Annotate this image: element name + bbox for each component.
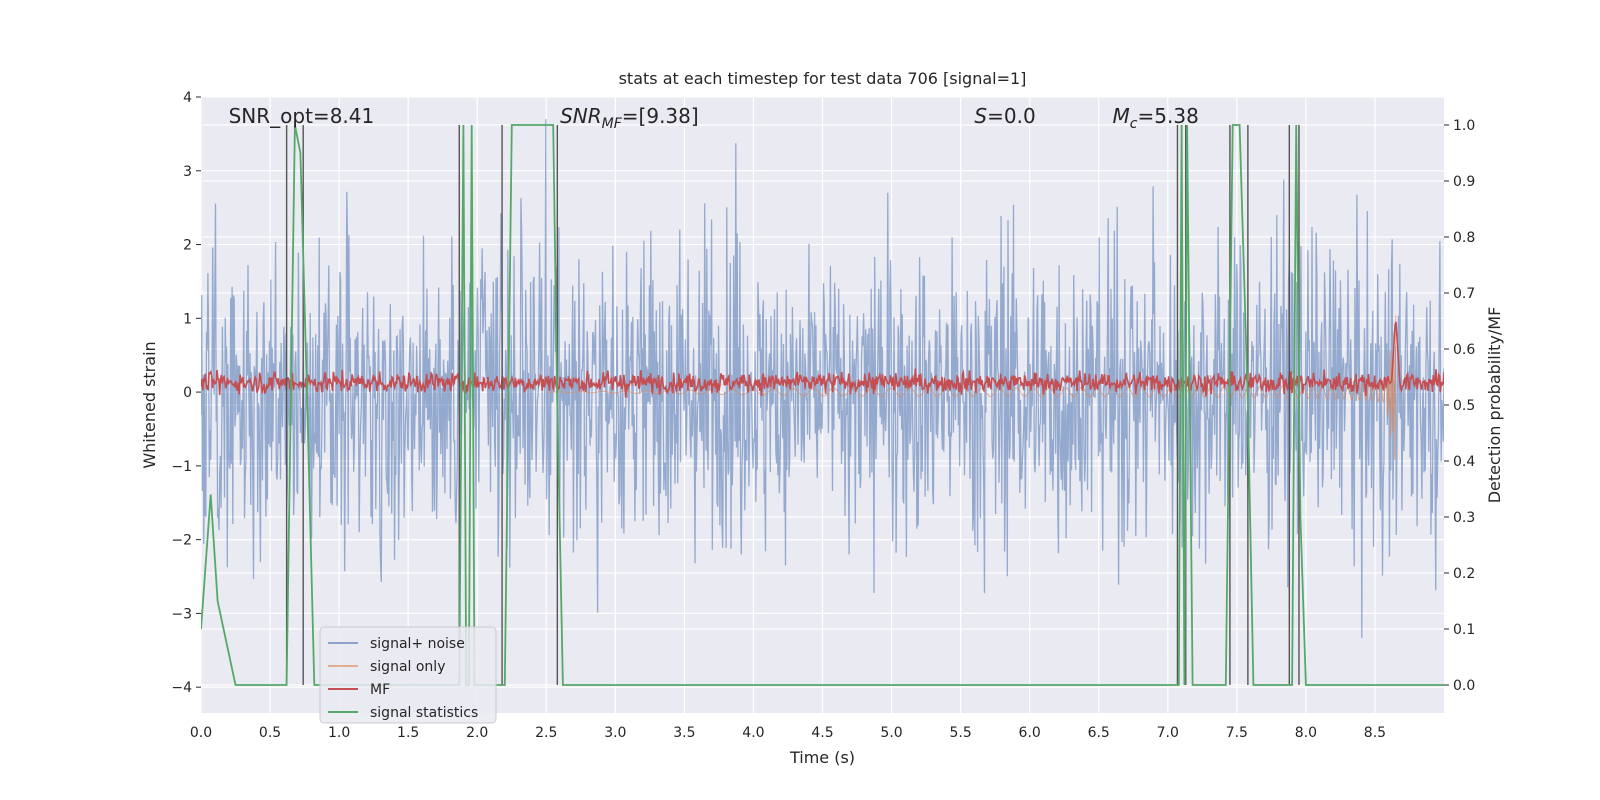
y-right-tick-label: 0.4 (1453, 454, 1475, 470)
legend-label: signal only (370, 659, 445, 675)
annotation-sub: MF (602, 116, 623, 132)
x-tick-label: 6.0 (1019, 725, 1041, 741)
x-tick-label: 2.5 (535, 725, 557, 741)
x-tick-label: 1.5 (397, 725, 419, 741)
y-right-tick-label: 0.8 (1453, 230, 1475, 246)
y-tick-label: 1 (183, 311, 192, 327)
y-tick-label: 4 (183, 90, 192, 106)
legend-label: signal+ noise (370, 636, 465, 652)
x-tick-label: 3.0 (604, 725, 626, 741)
x-tick-label: 0.0 (190, 725, 212, 741)
annotation-base: SNR (560, 104, 602, 128)
y-tick-label: 3 (183, 164, 192, 180)
y-tick-label: −2 (171, 533, 192, 549)
annotation-base: S (974, 104, 987, 128)
annotation-3: Mc=5.38 (1113, 104, 1199, 132)
annotation-1: SNRMF=[9.38] (560, 104, 699, 132)
chart-title: stats at each timestep for test data 706… (619, 69, 1027, 88)
y-axis-label-right: Detection probability/MF (1485, 307, 1504, 504)
legend: signal+ noise signal only MF signal statist… (320, 627, 496, 723)
y-right-tick-label: 1.0 (1453, 118, 1475, 134)
x-tick-label: 2.0 (466, 725, 488, 741)
y-tick-label: 0 (183, 385, 192, 401)
x-tick-label: 4.0 (742, 725, 764, 741)
y-tick-label: −3 (171, 606, 192, 622)
y-tick-label: −1 (171, 459, 192, 475)
x-tick-label: 6.5 (1088, 725, 1110, 741)
x-tick-label: 7.5 (1226, 725, 1248, 741)
annotation-2: S=0.0 (974, 104, 1035, 128)
y-right-tick-label: 0.9 (1453, 174, 1475, 190)
x-tick-label: 7.0 (1157, 725, 1179, 741)
y-right-tick-label: 0.0 (1453, 678, 1475, 694)
y-right-tick-label: 0.5 (1453, 398, 1475, 414)
y-axis-label: Whitened strain (140, 341, 159, 468)
x-tick-label: 5.0 (880, 725, 902, 741)
annotation-rest: =[9.38] (622, 104, 699, 128)
annotation-0: SNR_opt=8.41 (229, 104, 375, 128)
x-tick-label: 4.5 (811, 725, 833, 741)
x-axis-label: Time (s) (789, 748, 855, 767)
annotation-base: M (1113, 104, 1130, 128)
annotation-rest: =0.0 (987, 104, 1036, 128)
y-right-tick-label: 0.3 (1453, 510, 1475, 526)
x-tick-label: 3.5 (673, 725, 695, 741)
legend-label: signal statistics (370, 705, 478, 721)
legend-label: MF (370, 682, 390, 698)
annotation-rest: =5.38 (1138, 104, 1199, 128)
x-tick-label: 5.5 (949, 725, 971, 741)
x-tick-label: 1.0 (328, 725, 350, 741)
x-tick-label: 0.5 (259, 725, 281, 741)
x-tick-label: 8.5 (1364, 725, 1386, 741)
y-right-tick-label: 0.1 (1453, 622, 1475, 638)
x-tick-label: 8.0 (1295, 725, 1317, 741)
y-tick-label: −4 (171, 680, 192, 696)
y-right-tick-label: 0.2 (1453, 566, 1475, 582)
y-right-tick-label: 0.6 (1453, 342, 1475, 358)
y-tick-label: 2 (183, 238, 192, 254)
y-right-tick-label: 0.7 (1453, 286, 1475, 302)
